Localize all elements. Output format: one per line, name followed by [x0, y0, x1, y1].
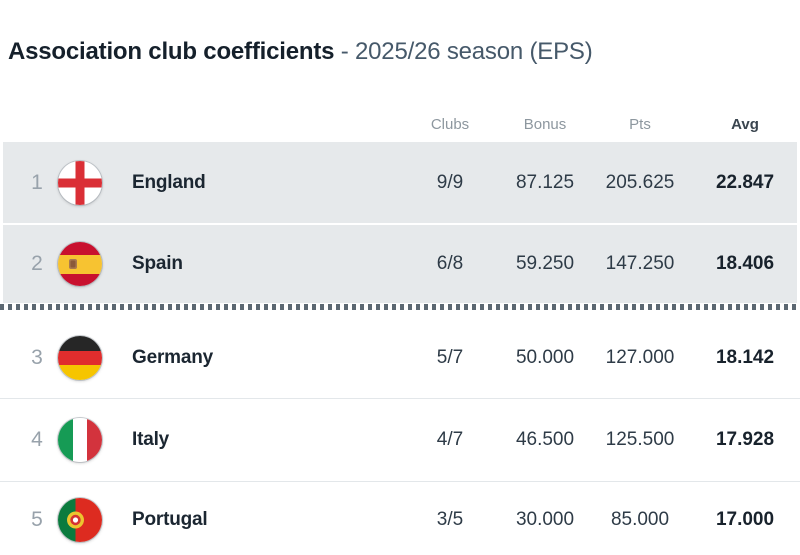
bonus-value: 50.000 [515, 346, 575, 368]
bonus-value: 87.125 [515, 171, 575, 193]
rank-number: 3 [31, 345, 43, 369]
bonus-value: 30.000 [515, 508, 575, 530]
clubs-value: 6/8 [436, 253, 464, 274]
qualification-cutoff-divider [0, 304, 800, 310]
coefficients-table: 1 England 9/9 87.125 205.625 22.847 2 [0, 142, 800, 555]
column-header-bonus: Bonus [523, 115, 567, 133]
avg-value: 18.142 [715, 346, 775, 368]
germany-flag-icon [58, 335, 102, 380]
avg-value: 18.406 [715, 253, 775, 274]
spain-flag-icon [58, 242, 102, 286]
page-title: Association club coefficients - 2025/26 … [0, 0, 800, 66]
bonus-value: 59.250 [515, 253, 575, 274]
page-title-season: - 2025/26 season (EPS) [340, 38, 593, 65]
clubs-value: 9/9 [436, 171, 464, 193]
country-name: England [132, 171, 206, 193]
country-name: Germany [132, 346, 213, 368]
italy-flag-icon [58, 418, 102, 462]
column-header-avg: Avg [731, 115, 759, 133]
column-header-pts: Pts [629, 115, 651, 133]
rank-number: 5 [31, 507, 43, 531]
pts-value: 147.250 [605, 253, 675, 274]
country-name: Spain [132, 253, 183, 274]
page-title-main: Association club coefficients [8, 38, 335, 65]
table-row-germany[interactable]: 3 Germany 5/7 50.000 127.000 18.142 [0, 317, 800, 399]
clubs-value: 4/7 [436, 429, 464, 450]
clubs-value: 3/5 [436, 508, 464, 530]
column-header-clubs: Clubs [430, 115, 470, 133]
table-row-spain[interactable]: 2 Spain 6/8 59.250 147.250 18.406 [0, 225, 800, 303]
table-row-italy[interactable]: 4 Italy 4/7 46.500 125.500 17.928 [0, 399, 800, 482]
rank-number: 1 [31, 170, 43, 194]
country-name: Italy [132, 429, 170, 450]
country-name: Portugal [132, 508, 208, 530]
portugal-flag-icon [58, 497, 102, 542]
table-header-row: Clubs Bonus Pts Avg [0, 112, 800, 136]
table-row-portugal[interactable]: 5 Portugal 3/5 30.000 85.000 17.000 [0, 482, 800, 555]
table-row-england[interactable]: 1 England 9/9 87.125 205.625 22.847 [0, 142, 800, 223]
clubs-value: 5/7 [436, 346, 464, 368]
pts-value: 125.500 [605, 429, 675, 450]
pts-value: 127.000 [605, 346, 675, 368]
england-flag-icon [58, 160, 102, 205]
avg-value: 22.847 [715, 171, 775, 193]
rank-number: 2 [31, 252, 43, 275]
avg-value: 17.928 [715, 429, 775, 450]
pts-value: 85.000 [610, 508, 670, 530]
pts-value: 205.625 [605, 171, 675, 193]
avg-value: 17.000 [715, 508, 775, 530]
bonus-value: 46.500 [515, 429, 575, 450]
rank-number: 4 [31, 428, 43, 451]
